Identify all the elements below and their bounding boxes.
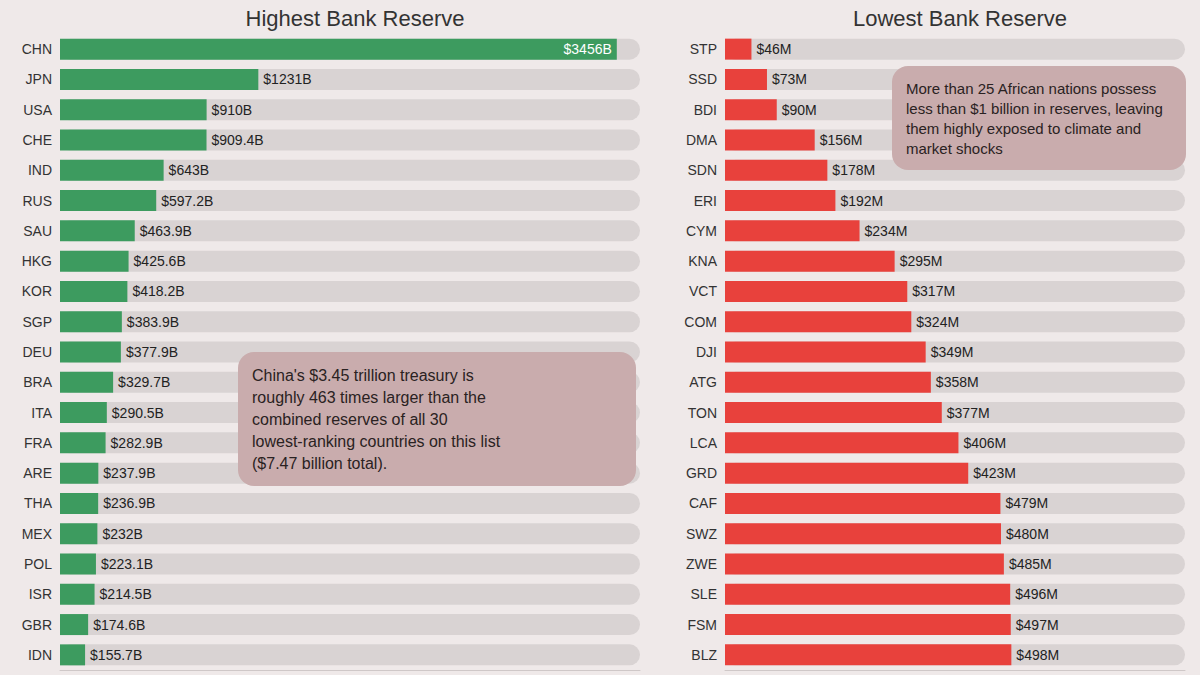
svg-text:$480M: $480M — [1006, 526, 1049, 542]
svg-text:GRD: GRD — [686, 465, 717, 481]
svg-text:STP: STP — [690, 41, 717, 57]
svg-text:$192M: $192M — [840, 193, 883, 209]
svg-text:them highly exposed to climate: them highly exposed to climate and — [906, 120, 1145, 137]
svg-text:FSM: FSM — [687, 617, 717, 633]
svg-text:$46M: $46M — [756, 41, 791, 57]
svg-text:ISR: ISR — [29, 586, 52, 602]
svg-text:More than 25 African nations p: More than 25 African nations possess — [906, 80, 1160, 97]
svg-text:Lowest Bank Reserve: Lowest Bank Reserve — [853, 6, 1067, 31]
svg-text:$178M: $178M — [832, 162, 875, 178]
svg-text:HKG: HKG — [22, 253, 52, 269]
svg-text:$223.1B: $223.1B — [101, 556, 153, 572]
svg-text:CHE: CHE — [22, 132, 52, 148]
svg-text:FRA: FRA — [24, 435, 53, 451]
svg-text:$423M: $423M — [973, 465, 1016, 481]
svg-text:roughly 463 times larger than: roughly 463 times larger than the — [252, 389, 490, 406]
svg-text:SWZ: SWZ — [686, 526, 718, 542]
svg-text:$156M: $156M — [820, 132, 863, 148]
svg-text:$90M: $90M — [782, 102, 817, 118]
svg-text:SDN: SDN — [687, 162, 717, 178]
svg-text:$377M: $377M — [947, 405, 990, 421]
svg-text:BRA: BRA — [23, 374, 52, 390]
svg-text:DEU: DEU — [22, 344, 52, 360]
svg-text:$485M: $485M — [1009, 556, 1052, 572]
svg-text:$329.7B: $329.7B — [118, 374, 170, 390]
svg-text:$349M: $349M — [931, 344, 974, 360]
svg-text:$643B: $643B — [169, 162, 209, 178]
svg-text:COM: COM — [684, 314, 717, 330]
svg-text:$174.6B: $174.6B — [93, 617, 145, 633]
svg-text:combined reserves of all 30: combined reserves of all 30 — [252, 411, 452, 428]
svg-text:BLZ: BLZ — [691, 647, 717, 663]
svg-text:$496M: $496M — [1015, 586, 1058, 602]
svg-text:$214.5B: $214.5B — [100, 586, 152, 602]
svg-text:market shocks: market shocks — [906, 140, 1003, 157]
svg-text:$358M: $358M — [936, 374, 979, 390]
svg-text:$73M: $73M — [772, 71, 807, 87]
svg-text:$237.9B: $237.9B — [103, 465, 155, 481]
svg-text:ERI: ERI — [694, 193, 717, 209]
svg-text:$909.4B: $909.4B — [212, 132, 264, 148]
svg-text:lowest-ranking countries on th: lowest-ranking countries on this list — [252, 433, 505, 450]
svg-text:$236.9B: $236.9B — [103, 495, 155, 511]
svg-text:CHN: CHN — [22, 41, 52, 57]
svg-text:$155.7B: $155.7B — [90, 647, 142, 663]
svg-text:MEX: MEX — [22, 526, 53, 542]
svg-text:BDI: BDI — [694, 102, 717, 118]
svg-text:TON: TON — [688, 405, 717, 421]
svg-text:THA: THA — [24, 495, 53, 511]
svg-text:$290.5B: $290.5B — [112, 405, 164, 421]
svg-text:$377.9B: $377.9B — [126, 344, 178, 360]
svg-text:($7.47 billion total).: ($7.47 billion total). — [252, 455, 387, 472]
svg-text:$3456B: $3456B — [564, 41, 612, 57]
svg-text:$324M: $324M — [916, 314, 959, 330]
svg-text:SSD: SSD — [688, 71, 717, 87]
svg-text:JPN: JPN — [26, 71, 52, 87]
svg-text:ITA: ITA — [31, 405, 52, 421]
svg-text:USA: USA — [23, 102, 52, 118]
svg-text:SGP: SGP — [22, 314, 52, 330]
svg-text:POL: POL — [24, 556, 52, 572]
svg-text:$463.9B: $463.9B — [140, 223, 192, 239]
svg-text:ATG: ATG — [689, 374, 717, 390]
svg-text:KOR: KOR — [22, 283, 52, 299]
svg-text:$497M: $497M — [1016, 617, 1059, 633]
svg-text:SAU: SAU — [23, 223, 52, 239]
svg-text:ARE: ARE — [23, 465, 52, 481]
svg-text:Highest Bank Reserve: Highest Bank Reserve — [246, 6, 465, 31]
svg-text:LCA: LCA — [690, 435, 718, 451]
svg-text:CAF: CAF — [689, 495, 717, 511]
svg-text:less than $1 billion in reserv: less than $1 billion in reserves, leavin… — [906, 100, 1167, 117]
svg-text:$425.6B: $425.6B — [134, 253, 186, 269]
svg-text:KNA: KNA — [688, 253, 717, 269]
svg-text:DMA: DMA — [686, 132, 718, 148]
svg-text:$232B: $232B — [102, 526, 142, 542]
svg-text:IND: IND — [28, 162, 52, 178]
svg-text:$597.2B: $597.2B — [161, 193, 213, 209]
svg-text:$418.2B: $418.2B — [132, 283, 184, 299]
svg-text:$406M: $406M — [963, 435, 1006, 451]
svg-text:IDN: IDN — [28, 647, 52, 663]
svg-text:$282.9B: $282.9B — [111, 435, 163, 451]
svg-text:ZWE: ZWE — [686, 556, 717, 572]
svg-text:$910B: $910B — [212, 102, 252, 118]
svg-text:$498M: $498M — [1016, 647, 1059, 663]
svg-text:$1231B: $1231B — [263, 71, 311, 87]
svg-text:$479M: $479M — [1005, 495, 1048, 511]
svg-text:$234M: $234M — [865, 223, 908, 239]
svg-text:China's $3.45 trillion treasur: China's $3.45 trillion treasury is — [252, 367, 478, 384]
svg-text:RUS: RUS — [22, 193, 52, 209]
svg-text:$383.9B: $383.9B — [127, 314, 179, 330]
svg-text:$295M: $295M — [900, 253, 943, 269]
svg-text:$317M: $317M — [912, 283, 955, 299]
svg-text:VCT: VCT — [689, 283, 717, 299]
svg-text:DJI: DJI — [696, 344, 717, 360]
svg-text:SLE: SLE — [691, 586, 717, 602]
svg-text:CYM: CYM — [686, 223, 717, 239]
svg-text:GBR: GBR — [22, 617, 52, 633]
